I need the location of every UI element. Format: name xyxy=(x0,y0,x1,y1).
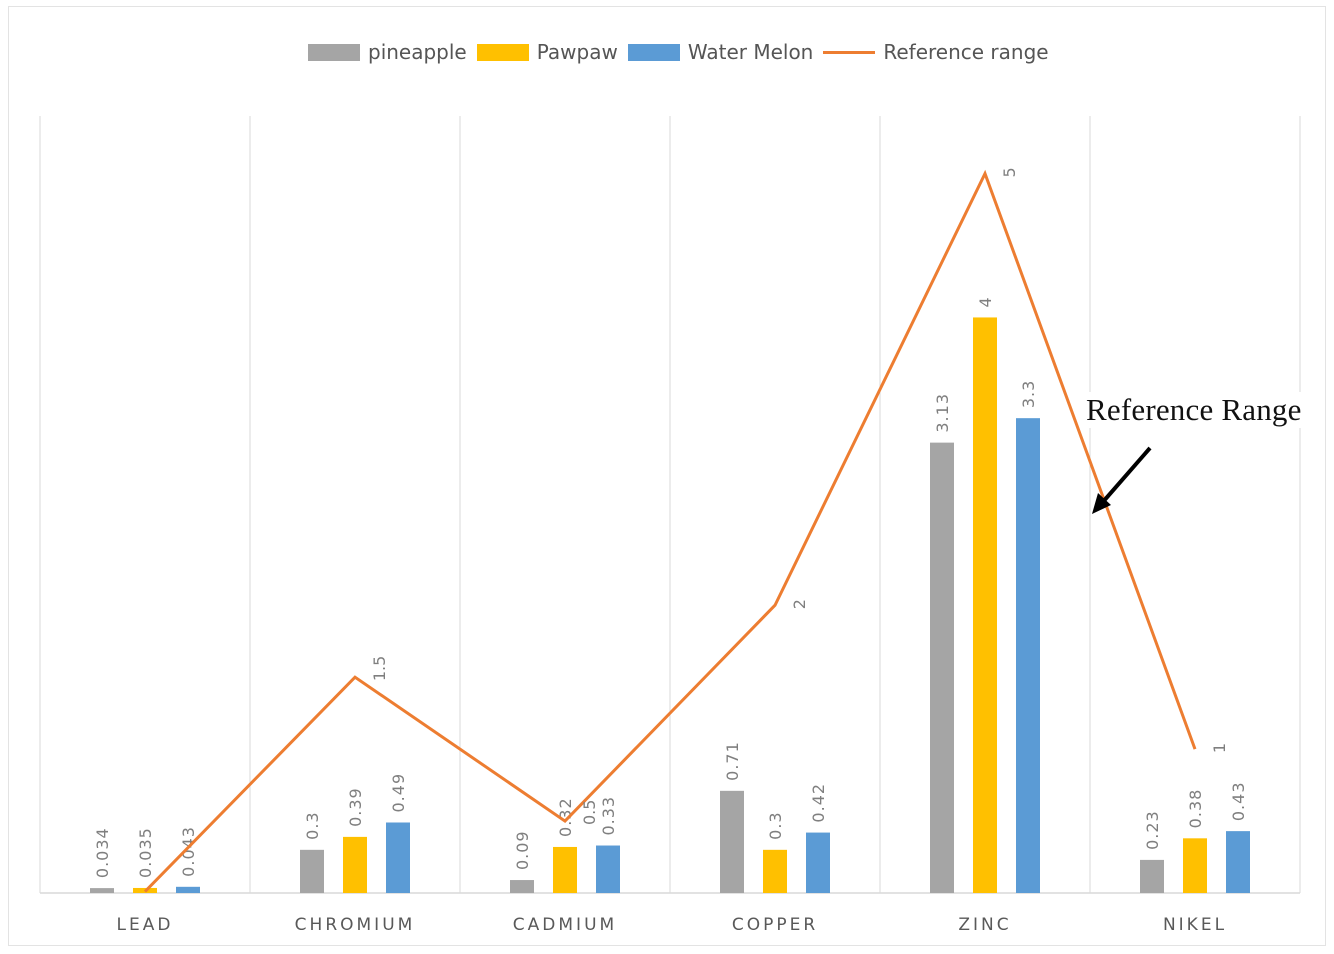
data-label-water-melon-chromium: 0.49 xyxy=(389,773,408,813)
legend: pineapple Pawpaw Water Melon Reference r… xyxy=(308,40,1049,64)
bar-pawpaw-copper xyxy=(763,849,787,893)
legend-label-pawpaw: Pawpaw xyxy=(536,40,618,64)
data-label-pawpaw-cadmium: 0.32 xyxy=(556,797,575,837)
legend-label-water-melon: Water Melon xyxy=(687,40,814,64)
data-label-pawpaw-nikel: 0.38 xyxy=(1186,789,1205,829)
bar-water-melon-copper xyxy=(806,832,830,893)
data-label-reference-range-cadmium: 0.5 xyxy=(580,800,599,825)
bar-pineapple-copper xyxy=(720,790,744,893)
legend-item-pineapple: pineapple xyxy=(308,40,467,64)
x-tick-label-cadmium: CADMIUM xyxy=(513,915,617,935)
x-tick-label-zinc: ZINC xyxy=(958,915,1011,935)
bar-water-melon-nikel xyxy=(1226,831,1250,893)
data-label-water-melon-copper: 0.42 xyxy=(809,783,828,823)
bar-pawpaw-zinc xyxy=(973,317,997,893)
bar-pineapple-lead xyxy=(90,888,114,893)
legend-label-pineapple: pineapple xyxy=(368,40,467,64)
data-label-reference-range-copper: 2 xyxy=(790,599,809,609)
legend-item-water-melon: Water Melon xyxy=(627,40,814,64)
legend-swatch-reference-range xyxy=(823,50,876,54)
data-label-pineapple-zinc: 3.13 xyxy=(933,393,952,433)
data-label-pawpaw-zinc: 4 xyxy=(976,296,995,307)
data-label-pineapple-chromium: 0.3 xyxy=(303,811,322,839)
bar-pawpaw-nikel xyxy=(1183,838,1207,893)
data-label-pineapple-lead: 0.034 xyxy=(93,827,112,878)
callout-arrow-shaft xyxy=(1100,446,1152,505)
bar-water-melon-lead xyxy=(176,886,200,893)
bar-pineapple-cadmium xyxy=(510,880,534,893)
legend-label-reference-range: Reference range xyxy=(883,40,1049,64)
data-label-pineapple-copper: 0.71 xyxy=(723,741,742,781)
data-label-pineapple-cadmium: 0.09 xyxy=(513,830,532,870)
x-tick-label-lead: LEAD xyxy=(117,915,174,935)
bar-water-melon-zinc xyxy=(1016,418,1040,893)
callout-arrow-head xyxy=(1092,493,1111,514)
legend-swatch-pawpaw xyxy=(476,43,529,61)
reference-range-callout: Reference Range xyxy=(1080,392,1308,428)
data-label-water-melon-lead: 0.043 xyxy=(179,826,198,877)
bar-pineapple-nikel xyxy=(1140,859,1164,893)
legend-item-pawpaw: Pawpaw xyxy=(476,40,618,64)
bar-pineapple-zinc xyxy=(930,442,954,893)
chart-area xyxy=(8,6,1326,946)
data-label-water-melon-zinc: 3.3 xyxy=(1019,380,1038,408)
bar-pawpaw-chromium xyxy=(343,836,367,893)
data-label-reference-range-nikel: 1 xyxy=(1210,743,1229,753)
x-tick-label-nikel: NIKEL xyxy=(1163,915,1227,935)
data-label-pawpaw-lead: 0.035 xyxy=(136,827,155,878)
bar-pineapple-chromium xyxy=(300,849,324,893)
data-label-water-melon-nikel: 0.43 xyxy=(1229,782,1248,822)
data-label-pawpaw-chromium: 0.39 xyxy=(346,787,365,827)
legend-swatch-water-melon xyxy=(627,43,680,61)
x-tick-label-copper: COPPER xyxy=(732,915,818,935)
data-label-pineapple-nikel: 0.23 xyxy=(1143,810,1162,850)
line-reference-range xyxy=(143,169,1197,893)
x-tick-label-chromium: CHROMIUM xyxy=(295,915,416,935)
data-label-reference-range-zinc: 5 xyxy=(1000,167,1019,177)
bar-pawpaw-cadmium xyxy=(553,846,577,893)
bar-water-melon-chromium xyxy=(386,822,410,893)
data-label-reference-range-chromium: 1.5 xyxy=(370,656,389,681)
data-label-pawpaw-copper: 0.3 xyxy=(766,811,785,839)
legend-item-reference-range: Reference range xyxy=(823,40,1049,64)
legend-swatch-pineapple xyxy=(308,43,360,61)
bar-water-melon-cadmium xyxy=(596,845,620,893)
data-label-water-melon-cadmium: 0.33 xyxy=(599,796,618,836)
